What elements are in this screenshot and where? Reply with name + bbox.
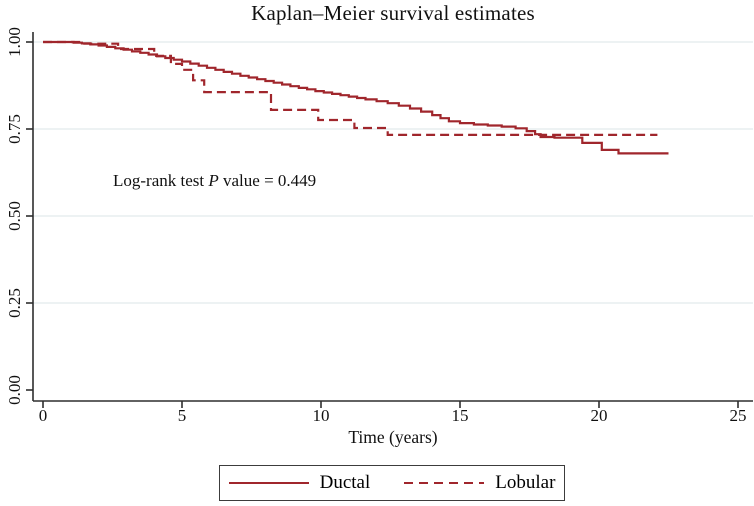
- curve-lobular: [43, 40, 658, 136]
- gridlines: [33, 41, 753, 304]
- annotation-prefix: Log-rank test: [113, 171, 209, 190]
- y-tick-label-1.00: 1.00: [5, 27, 24, 57]
- y-tick-label-0.00: 0.00: [5, 375, 24, 405]
- legend-label-lobular: Lobular: [495, 472, 556, 493]
- annotation-p-italic: P: [208, 171, 219, 190]
- axis-ticks: [26, 41, 739, 408]
- x-tick-label-20: 20: [590, 406, 608, 425]
- legend-label-ductal: Ductal: [319, 472, 371, 493]
- x-tick-label-5: 5: [177, 406, 187, 425]
- solid-line-sample-icon: [228, 481, 309, 485]
- x-axis-title: Time (years): [348, 427, 438, 447]
- survival-curves: [43, 40, 669, 155]
- x-tick-label-0: 0: [38, 406, 48, 425]
- y-tick-label-0.25: 0.25: [5, 288, 24, 318]
- log-rank-annotation: Log-rank test P value = 0.449: [113, 171, 316, 191]
- x-tick-label-25: 25: [729, 406, 747, 425]
- legend-entry-ductal: Ductal: [228, 472, 371, 494]
- curve-ductal: [43, 40, 669, 155]
- dashed-line-sample-icon: [404, 481, 485, 485]
- x-tick-label-15: 15: [451, 406, 469, 425]
- legend-box: Ductal Lobular: [219, 465, 565, 501]
- y-tick-label-0.50: 0.50: [5, 201, 24, 231]
- y-tick-label-0.75: 0.75: [5, 114, 24, 144]
- legend-entry-lobular: Lobular: [404, 472, 555, 494]
- x-tick-label-10: 10: [312, 406, 330, 425]
- chart-title: Kaplan–Meier survival estimates: [251, 1, 535, 25]
- annotation-suffix: value = 0.449: [218, 171, 317, 190]
